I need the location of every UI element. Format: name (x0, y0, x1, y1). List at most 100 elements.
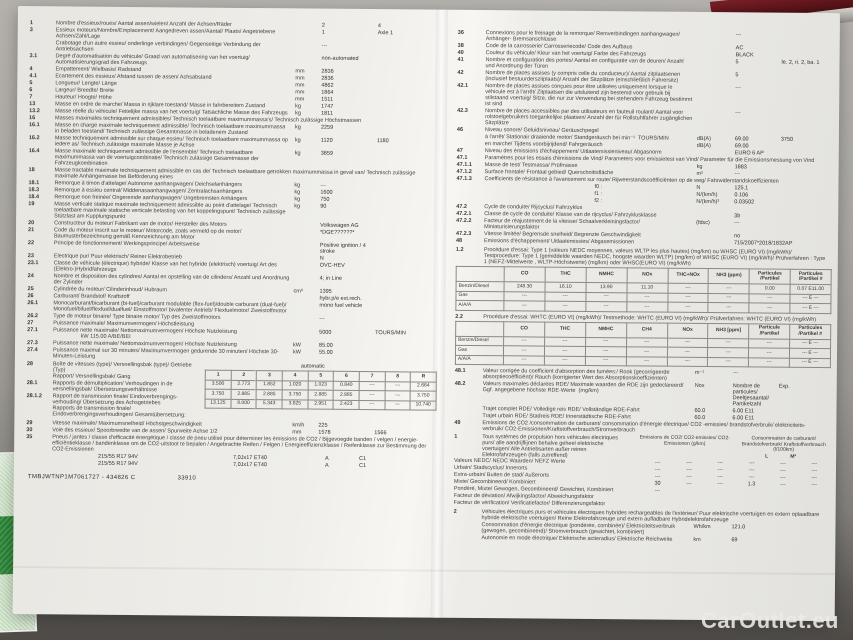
row-num: 27 (27, 320, 34, 327)
table-row: 16.4 Masse maximale techniquement admissi… (29, 148, 439, 170)
row-unit (296, 42, 322, 54)
row-unit (294, 242, 320, 254)
row-num: 38 (457, 42, 464, 49)
table-cell: 3.500 (205, 379, 231, 390)
row-value: 1578 (318, 429, 331, 436)
row-value: 1 (321, 29, 325, 36)
table-header-cell: Particules /Partikel # (790, 269, 832, 285)
table-cell: --- E --- (789, 348, 831, 359)
row-unit: km/h (292, 422, 305, 429)
efficiency-class: A (325, 455, 329, 462)
row-label: Puissance nette maximale/ Nettomaximumve… (53, 327, 237, 340)
row-label: Valeurs maximales déclarées RDE/ Maximal… (482, 381, 686, 395)
row-num: 28 (26, 361, 34, 368)
table-header-cell: NOx (626, 267, 668, 284)
row-num: 35 (26, 434, 33, 441)
co2-value: --- (748, 460, 755, 467)
row-value (377, 104, 439, 111)
table-cell: Gas (455, 290, 505, 301)
row-unit: mm (292, 429, 302, 436)
table-cell: --- (544, 336, 586, 347)
co2-value: 30 (654, 480, 661, 487)
row-num: 40 (457, 49, 464, 56)
row-unit: mm (295, 96, 305, 103)
co2-value: --- (717, 474, 724, 481)
row-value: 6.00 E11 (732, 415, 755, 422)
row-unit (295, 55, 321, 67)
row-value: 125.1 (734, 185, 749, 192)
co2-value: --- (654, 473, 661, 480)
row-value: 225 (318, 422, 328, 429)
row-value (781, 165, 833, 171)
row-unit (294, 275, 320, 287)
row-unit (294, 222, 320, 228)
table-header-cell: 8 (384, 371, 411, 382)
table-cell: 2.423 (333, 399, 360, 410)
row-value: 69.00 (734, 143, 749, 150)
emissions-table-2: CO THC NMHC CH4 NOx NH3 [ppm] Particule /Parti… (455, 320, 831, 368)
row-value (377, 56, 439, 69)
row-num: 41 (457, 56, 464, 63)
table-cell: --- (544, 346, 586, 356)
table-header-cell: CH4 (626, 322, 668, 338)
row-value: 6.00 E11 (732, 408, 755, 415)
row-value (780, 186, 832, 192)
row-unit: m² (696, 170, 704, 177)
row-unit: (fdsc) (696, 219, 710, 227)
row-value: mono fuel vehicle (319, 302, 363, 310)
row-value: 85.00 (319, 342, 333, 349)
row-value (376, 263, 438, 276)
row-value: 90 (320, 203, 327, 210)
row-unit: dB(A) (696, 142, 711, 150)
row-value: 0.106 (734, 192, 749, 199)
row-value (782, 53, 834, 59)
row-value: 1747 (321, 103, 334, 110)
data-table: CO THC NMHC CH4 NOx NH3 [ppm] Particule /Parti… (455, 320, 831, 368)
table-header-cell: Particules /Partikel (749, 268, 791, 285)
row-value (375, 289, 437, 296)
table-cell: 2.885 (333, 390, 360, 400)
table-cell: 0.840 (333, 380, 360, 391)
row-num: 5 (29, 80, 33, 87)
table-cell: 2.664 (410, 381, 437, 392)
row-num (454, 406, 482, 412)
row-unit (293, 315, 319, 321)
spec-rows-right: 36 Connexions pour le freinage de la remo… (456, 30, 834, 247)
row-unit: mm (295, 75, 305, 82)
row-num: 29 (26, 420, 33, 427)
table-cell: --- (384, 390, 411, 401)
table-cell: --- (384, 400, 411, 410)
row-label: Facteur de réajustement de la vitesse/ S… (484, 218, 642, 231)
electric-vehicle-block: 2 Véhicules électriques purs et véhicule… (453, 509, 829, 544)
co2-value: 1.3 (747, 481, 756, 488)
row-value: --- (734, 171, 741, 178)
row-unit: cm³ (293, 288, 303, 295)
row-num: 27.1 (27, 327, 38, 334)
table-header-cell: NOx (667, 322, 709, 339)
row-value (375, 350, 437, 363)
row-label: Classe de véhicule (électrique) hybride/… (53, 260, 279, 273)
co2-value (673, 488, 704, 494)
co2-value: --- (780, 460, 786, 467)
spec-rows-left: 1 Nombre d'essieux/roues/ Aantal assen/wi… (27, 20, 440, 363)
row-value: --- (734, 220, 740, 227)
row-value: Nombre de particules/ Deeltjesaantal/ Pa… (732, 383, 770, 408)
row-value: 4; in Line (319, 275, 342, 282)
table-row: 49 Emissions de CO2 /consommation de carb… (454, 420, 830, 435)
row-value (377, 151, 439, 170)
table-cell: 16.10 (544, 282, 586, 292)
table-header-cell: 6 (333, 371, 360, 381)
table-header-cell: NMHC (585, 267, 627, 283)
row-value: 3b (734, 213, 741, 220)
co2-value: --- (811, 460, 818, 467)
coc-document-page: 1 Nombre d'essieux/roues/ Aantal assen/wi… (12, 6, 840, 622)
row-value: 1511 (321, 96, 334, 103)
table-cell: 0.07 E11.00 (790, 284, 832, 295)
row-label: Degré d'automatisation du véhicule/ Graa… (55, 53, 252, 67)
row-label: Rapport de transmission finale/ Eindover… (52, 393, 186, 419)
row-num: 27.4 (26, 347, 38, 354)
table-cell: --- (359, 390, 385, 401)
row-unit: 60.0 (694, 407, 706, 415)
row-label: Code du moteur inscrit sur le moteur/ Mo… (53, 227, 243, 241)
